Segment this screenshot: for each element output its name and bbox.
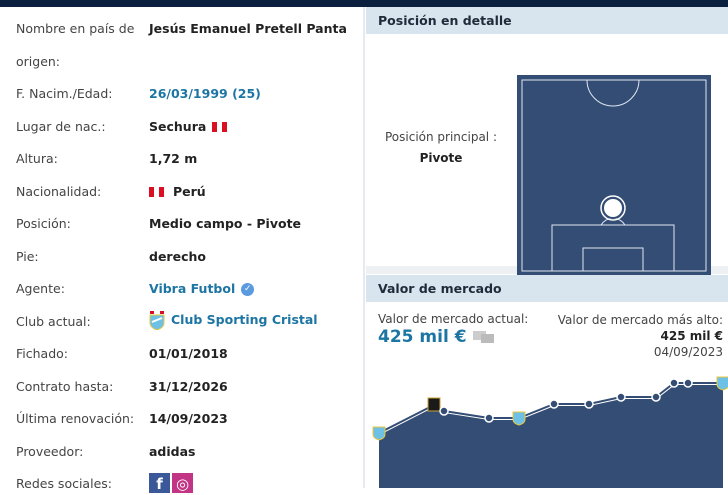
market-value-point: [584, 399, 594, 409]
label: Agente:: [16, 281, 65, 296]
label: Nombre en país de: [16, 21, 135, 36]
value: 1,72 m: [149, 151, 198, 166]
player-position-marker: [602, 197, 624, 219]
label: Pie:: [16, 249, 39, 264]
peru-flag-icon: [149, 187, 164, 197]
peru-flag-icon: [212, 122, 228, 132]
right-column: Posición en detalle Posición principal :…: [366, 7, 728, 488]
club-crest-point: [716, 376, 728, 391]
agent-link[interactable]: Vibra Futbol: [149, 281, 236, 296]
value: Sechura: [149, 119, 207, 134]
market-value-point: [549, 399, 559, 409]
market-value-point: [616, 392, 626, 402]
label: Nacionalidad:: [16, 184, 102, 199]
label: Fichado:: [16, 346, 69, 361]
market-value-point: [439, 406, 449, 416]
highest-value-label: Valor de mercado más alto:: [557, 313, 723, 327]
label: Club actual:: [16, 314, 91, 329]
market-value-point: [484, 413, 494, 423]
label: Contrato hasta:: [16, 379, 114, 394]
player-data-panel: Nombre en país de origen: Jesús Emanuel …: [0, 7, 365, 493]
current-value-label: Valor de mercado actual:: [378, 312, 529, 326]
sporting-cristal-crest-icon[interactable]: [149, 310, 165, 330]
birthdate-link[interactable]: 26/03/1999 (25): [149, 86, 261, 101]
facebook-icon[interactable]: f: [149, 473, 170, 493]
instagram-icon[interactable]: ◎: [172, 473, 193, 493]
pitch-diagram: [517, 75, 711, 276]
market-value-point: [683, 378, 693, 388]
label: Redes sociales:: [16, 476, 112, 491]
label: Posición:: [16, 216, 71, 231]
club-crest-point: [372, 426, 386, 441]
label: F. Nacim./Edad:: [16, 86, 113, 101]
main-position-value: Pivote: [419, 151, 463, 165]
market-value-title: Valor de mercado: [366, 275, 728, 302]
value: derecho: [149, 249, 206, 264]
value: Medio campo - Pivote: [149, 216, 302, 231]
highest-value-date: 04/09/2023: [653, 345, 723, 359]
club-crest-point: [512, 411, 526, 426]
highest-value: 425 mil €: [660, 329, 723, 343]
club-link[interactable]: Club Sporting Cristal: [171, 312, 318, 327]
value: 01/01/2018: [149, 346, 228, 361]
market-value-point: [669, 378, 679, 388]
section-header-bar: [0, 0, 728, 7]
value: adidas: [149, 444, 196, 459]
club-crest-point: [427, 397, 441, 412]
label-cont: origen:: [16, 54, 61, 69]
market-value-box: Valor de mercado Valor de mercado actual…: [366, 275, 728, 488]
comment-icon[interactable]: [472, 331, 495, 343]
value: 14/09/2023: [149, 411, 228, 426]
value: 31/12/2026: [149, 379, 228, 394]
label: Proveedor:: [16, 444, 84, 459]
market-value-point: [651, 392, 661, 402]
label: Lugar de nac.:: [16, 119, 106, 134]
value[interactable]: Perú: [173, 184, 206, 199]
label: Última renovación:: [16, 411, 135, 426]
market-value-chart[interactable]: [366, 275, 728, 488]
position-detail-box: Posición principal : Pivote: [366, 34, 728, 276]
value: Jesús Emanuel Pretell Panta: [149, 21, 347, 36]
market-value-area: [379, 383, 723, 488]
verified-check-icon: ✓: [241, 282, 255, 296]
current-value[interactable]: 425 mil €: [378, 327, 467, 347]
main-position-label: Posición principal :: [384, 130, 497, 144]
label: Altura:: [16, 151, 58, 166]
position-detail-title: Posición en detalle: [366, 7, 728, 34]
